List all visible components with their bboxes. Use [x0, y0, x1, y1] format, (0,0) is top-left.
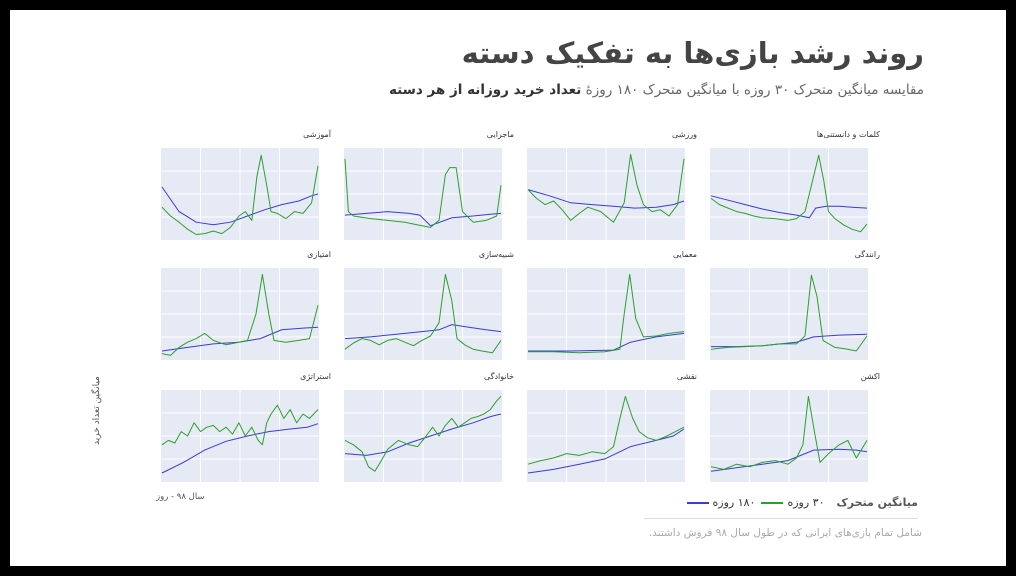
- panel-2: ماجرایی: [334, 130, 514, 240]
- panel-svg: [710, 268, 868, 360]
- panel-svg: [344, 390, 502, 482]
- legend-title: میانگین متحرک: [836, 496, 918, 509]
- series-line-ma180: [161, 423, 319, 474]
- legend-swatch-180: [686, 501, 709, 504]
- panel-title: امتیازی: [307, 250, 331, 259]
- panel-svg: [161, 390, 319, 482]
- page-subtitle: مقایسه میانگین متحرک ۳۰ روزه با میانگین …: [389, 82, 924, 98]
- series-line-ma30: [344, 158, 502, 228]
- panel-plot-area: [710, 148, 868, 240]
- panel-svg: [710, 148, 868, 240]
- panel-9: نقشی: [517, 372, 697, 482]
- series-line-ma180: [344, 413, 502, 456]
- series-line-ma180: [161, 186, 319, 226]
- legend-item-30: ۳۰ روزه: [761, 496, 824, 509]
- series-line-ma30: [527, 395, 685, 465]
- series-line-ma30: [344, 273, 502, 354]
- panel-title: ماجرایی: [486, 130, 514, 139]
- footnote: شامل تمام بازی‌های ایرانی که در طول سال …: [648, 527, 922, 539]
- panel-svg: [527, 148, 685, 240]
- panel-title: کلمات و دانستنی‌ها: [816, 130, 880, 139]
- subtitle-prefix: مقایسه میانگین متحرک ۳۰ روزه با میانگین …: [585, 82, 924, 98]
- panel-title: استراتژی: [300, 372, 331, 381]
- panel-svg: [344, 148, 502, 240]
- panel-title: آموزشی: [303, 130, 331, 139]
- panel-plot-area: [344, 268, 502, 360]
- series-line-ma180: [528, 332, 685, 352]
- panel-svg: [344, 268, 502, 360]
- panel-plot-area: [527, 148, 685, 240]
- series-line-ma30: [161, 404, 319, 446]
- panel-svg: [161, 268, 319, 360]
- panel-svg: [161, 148, 319, 240]
- legend-item-180-label: ۱۸۰ روزه: [712, 496, 756, 509]
- panel-title: ورزشی: [672, 130, 697, 139]
- panel-10: خانوادگی: [334, 372, 514, 482]
- panel-plot-area: [344, 390, 502, 482]
- series-line-ma30: [527, 153, 685, 223]
- footnote-divider: [644, 518, 918, 519]
- series-line-ma30: [528, 273, 685, 354]
- panel-plot-area: [161, 148, 319, 240]
- legend-swatch-30: [761, 501, 784, 504]
- panel-4: رانندگی: [700, 250, 880, 360]
- x-axis-label: سال ۹۸ - روز: [156, 492, 205, 502]
- series-line-ma30: [710, 154, 868, 233]
- panel-1: ورزشی: [517, 130, 697, 240]
- panel-title: شبیه‌سازی: [478, 250, 514, 259]
- series-line-ma180: [710, 195, 868, 219]
- panel-title: رانندگی: [854, 250, 880, 259]
- panel-0: کلمات و دانستنی‌ها: [700, 130, 880, 240]
- series-line-ma180: [344, 211, 502, 227]
- legend-item-30-label: ۳۰ روزه: [787, 496, 825, 509]
- panel-title: اکشن: [860, 372, 880, 381]
- panel-8: اکشن: [700, 372, 880, 482]
- panel-3: آموزشی: [151, 130, 331, 240]
- legend-item-180: ۱۸۰ روزه: [686, 496, 756, 509]
- series-line-ma30: [344, 396, 502, 472]
- panel-svg: [710, 390, 868, 482]
- panel-plot-area: [527, 268, 685, 360]
- panel-7: امتیازی: [151, 250, 331, 360]
- series-line-ma30: [710, 274, 868, 352]
- panel-title: خانوادگی: [483, 372, 514, 381]
- panel-plot-area: [710, 390, 868, 482]
- panel-title: معمایی: [672, 250, 697, 259]
- series-line-ma30: [161, 273, 319, 356]
- y-axis-label: میانگین تعداد خرید: [92, 376, 102, 445]
- panel-plot-area: [161, 268, 319, 360]
- panel-plot-area: [710, 268, 868, 360]
- series-line-ma30: [710, 395, 868, 470]
- series-line-ma180: [344, 324, 502, 340]
- panel-svg: [527, 268, 685, 360]
- legend: میانگین متحرک ۳۰ روزه ۱۸۰ روزه: [686, 496, 918, 509]
- panel-11: استراتژی: [151, 372, 331, 482]
- panel-title: نقشی: [676, 372, 697, 381]
- series-line-ma180: [527, 189, 685, 209]
- series-line-ma180: [161, 326, 319, 352]
- series-line-ma30: [161, 154, 319, 235]
- panel-plot-area: [161, 390, 319, 482]
- series-line-ma180: [527, 428, 685, 474]
- panel-6: شبیه‌سازی: [334, 250, 514, 360]
- panel-plot-area: [344, 148, 502, 240]
- subtitle-bold: تعداد خرید روزانه از هر دسته: [388, 82, 582, 98]
- panel-svg: [527, 390, 685, 482]
- panel-plot-area: [527, 390, 685, 482]
- series-line-ma180: [710, 448, 868, 472]
- page-title: روند رشد بازی‌ها به تفکیک دسته: [461, 36, 924, 70]
- panel-5: معمایی: [517, 250, 697, 360]
